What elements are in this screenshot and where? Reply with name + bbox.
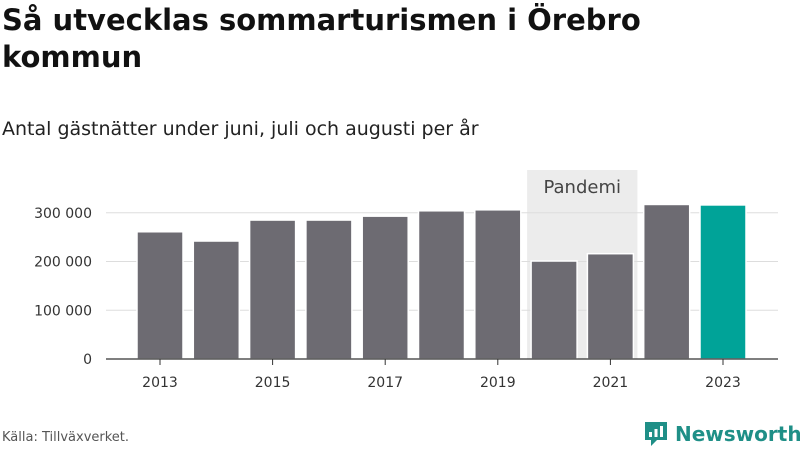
x-tick-label: 2017 xyxy=(367,375,403,391)
y-tick-label: 0 xyxy=(83,352,92,368)
bar-2013 xyxy=(136,231,184,360)
bar-2015 xyxy=(248,219,297,360)
bar-2016 xyxy=(305,219,353,360)
y-tick-label: 200 000 xyxy=(34,255,92,271)
x-tick-label: 2015 xyxy=(255,375,291,391)
newsworthy-logo-icon xyxy=(645,422,667,446)
chart-subtitle: Antal gästnätter under juni, juli och au… xyxy=(2,118,479,140)
x-tick-label: 2021 xyxy=(593,375,629,391)
x-tick-label: 2023 xyxy=(705,375,741,391)
bar-2014 xyxy=(192,240,241,360)
bar-2022 xyxy=(642,203,691,360)
x-tick-label: 2019 xyxy=(480,375,516,391)
bar-2017 xyxy=(361,215,409,360)
bar-2018 xyxy=(417,210,466,360)
pandemic-label: Pandemi xyxy=(543,177,621,198)
bar-chart: Pandemi 0 100 000 200 000 300 000 2013 2015 201… xyxy=(34,170,778,391)
bar-2019 xyxy=(474,209,522,360)
chart-title: Så utvecklas sommarturismen i Örebro kom… xyxy=(2,3,641,74)
brand: Newsworthy xyxy=(643,419,800,449)
x-tick-label: 2013 xyxy=(142,375,178,391)
source-note: Källa: Tillväxverket. xyxy=(2,430,130,445)
brand-name: Newsworthy xyxy=(675,422,800,446)
bar-2020 xyxy=(530,260,578,360)
bar-2021 xyxy=(586,252,635,360)
y-tick-label: 100 000 xyxy=(34,303,92,319)
bar-2023 xyxy=(699,204,747,360)
y-tick-label: 300 000 xyxy=(34,206,92,222)
